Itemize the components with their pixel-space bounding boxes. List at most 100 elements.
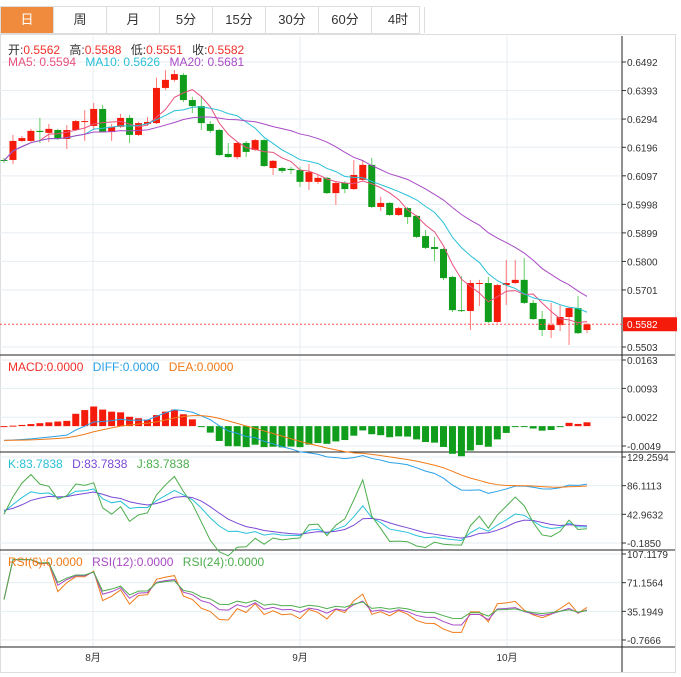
macd-bar: [314, 426, 322, 444]
ma5-value: MA5: 0.5594: [8, 55, 77, 69]
macd-bar: [511, 426, 519, 428]
candle-body: [493, 285, 501, 322]
macd-value: MACD:0.0000: [8, 360, 84, 374]
dea-line: [3, 415, 588, 488]
chart-frame: [0, 34, 676, 673]
ma10-value: MA10: 0.5626: [85, 55, 161, 69]
macd-bar: [422, 426, 430, 443]
macd-bar: [377, 426, 385, 436]
macd-bar: [152, 415, 160, 427]
axis-label: 0.0093: [627, 384, 658, 395]
j-value: J:83.7838: [136, 457, 190, 471]
macd-bar: [233, 426, 241, 447]
macd-bar: [431, 426, 439, 443]
candle-body: [260, 140, 268, 167]
macd-bar: [27, 424, 35, 427]
macd-bar: [215, 426, 223, 441]
candle-body: [574, 308, 582, 334]
candle-body: [296, 170, 304, 182]
open-label: 开:: [8, 43, 24, 57]
tab-3[interactable]: 5分: [160, 7, 213, 33]
macd-bar: [520, 426, 528, 428]
tab-5[interactable]: 30分: [266, 7, 319, 33]
candle-body: [135, 123, 143, 135]
ma20-line: [3, 116, 588, 297]
macd-bar: [287, 426, 295, 447]
candle-body: [547, 325, 555, 330]
x-axis-label: 8月: [85, 652, 101, 664]
candle-body: [520, 279, 528, 303]
macd-bar: [457, 426, 465, 457]
candle-body: [18, 138, 26, 141]
k-line: [3, 488, 588, 541]
candle-body: [413, 215, 421, 237]
macd-bar: [547, 426, 555, 431]
candle-body: [457, 310, 465, 312]
rsi24-line: [3, 559, 588, 619]
x-axis-label: 9月: [292, 652, 308, 664]
candle-body: [511, 279, 519, 284]
candle-body: [332, 183, 340, 194]
candle-body: [81, 121, 89, 123]
candle-body: [63, 130, 71, 139]
candle-body: [197, 106, 205, 124]
tab-1[interactable]: 周: [54, 7, 107, 33]
axis-label: 35.1949: [627, 607, 664, 618]
macd-bar: [126, 416, 134, 427]
rsi12-line: [3, 559, 588, 626]
tab-4[interactable]: 15分: [213, 7, 266, 33]
macd-bar: [278, 426, 286, 448]
candle-body: [179, 74, 187, 101]
candle-body: [323, 177, 331, 194]
candle-body: [350, 174, 358, 190]
candle-body: [152, 87, 160, 124]
axis-label: 0.6196: [627, 143, 658, 154]
tab-7[interactable]: 4时: [372, 7, 425, 33]
axis-label: 0.5998: [627, 200, 658, 211]
rsi12-value: RSI(12):0.0000: [92, 555, 174, 569]
tab-6[interactable]: 60分: [319, 7, 372, 33]
macd-bar: [359, 426, 367, 431]
macd-bar: [179, 414, 187, 427]
tab-2[interactable]: 月: [107, 7, 160, 33]
axis-label: 0.0163: [627, 356, 658, 367]
candle-body: [359, 164, 367, 180]
tab-0[interactable]: 日: [1, 7, 54, 33]
macd-legend: MACD:0.0000 DIFF:0.0000 DEA:0.0000: [8, 360, 239, 374]
macd-bar: [305, 426, 313, 445]
axis-label: 0.5800: [627, 257, 658, 268]
candle-body: [556, 317, 564, 326]
candle-body: [466, 283, 474, 311]
candle-body: [502, 283, 510, 286]
candle-body: [475, 283, 483, 285]
macd-bar: [260, 426, 268, 448]
d-value: D:83.7838: [72, 457, 128, 471]
macd-bar: [81, 410, 89, 427]
macd-bar: [0, 426, 8, 428]
macd-bar: [269, 426, 277, 447]
macd-bar: [448, 426, 456, 454]
axis-label: 0.6097: [627, 172, 658, 183]
candle-body: [431, 247, 439, 250]
x-axis-label: 10月: [496, 652, 517, 664]
macd-bar: [565, 422, 573, 427]
diff-value: DIFF:0.0000: [92, 360, 160, 374]
macd-bar: [108, 411, 116, 427]
macd-bar: [36, 423, 44, 427]
macd-bar: [206, 426, 214, 433]
close-label: 收:: [192, 43, 208, 57]
candle-body: [99, 108, 107, 133]
axis-label: 0.6492: [627, 58, 658, 69]
macd-bar: [404, 426, 412, 437]
macd-bar: [90, 406, 98, 427]
ma20-value: MA20: 0.5681: [169, 55, 245, 69]
macd-bar: [224, 426, 232, 447]
macd-bar: [54, 421, 62, 427]
macd-bar: [556, 426, 564, 428]
candle-body: [233, 142, 241, 158]
d-line: [3, 491, 588, 539]
axis-label: 0.5899: [627, 229, 658, 240]
candle-body: [305, 172, 313, 182]
macd-bar: [493, 426, 501, 440]
